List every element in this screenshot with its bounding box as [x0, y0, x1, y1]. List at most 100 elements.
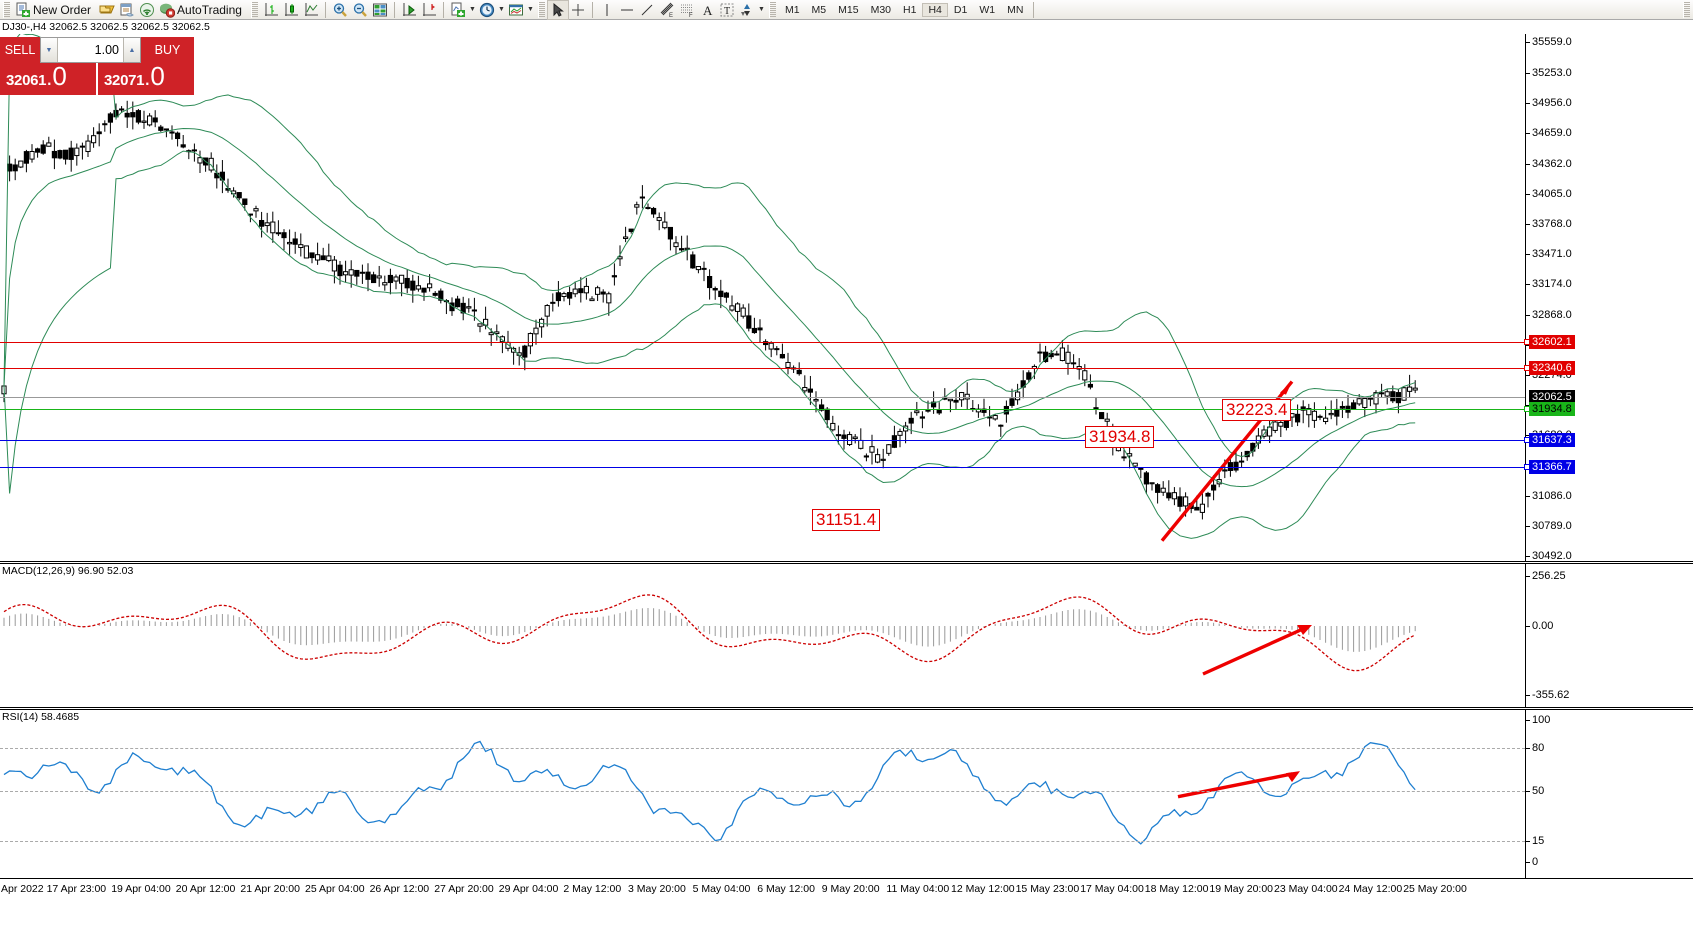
price-level-line[interactable] — [0, 467, 1525, 469]
horizontal-line-tool-button[interactable] — [617, 1, 637, 19]
period-dropdown[interactable]: ▼ — [497, 6, 505, 13]
candlestick-chart-button[interactable] — [281, 1, 301, 19]
volume-value[interactable]: 1.00 — [94, 43, 119, 57]
price-level-badge[interactable]: 31637.3 — [1529, 432, 1575, 447]
arrows-dropdown[interactable]: ▼ — [757, 6, 765, 13]
trendline-tool-button[interactable] — [637, 1, 657, 19]
cursor-tool-button[interactable] — [546, 0, 569, 20]
timeframe-m15[interactable]: M15 — [838, 3, 859, 16]
candle — [135, 108, 142, 125]
macd-plot-area[interactable] — [0, 564, 1525, 707]
bar-chart-button[interactable] — [261, 1, 281, 19]
add-indicator-button[interactable] — [448, 1, 468, 19]
price-annotation[interactable]: 31151.4 — [812, 509, 881, 531]
candle — [1020, 370, 1026, 399]
macd-trendline[interactable] — [1202, 626, 1306, 676]
period-button[interactable] — [477, 1, 497, 19]
toolbar-grip-3[interactable] — [537, 1, 545, 18]
rsi-trendline[interactable] — [1177, 772, 1293, 799]
timeframe-w1[interactable]: W1 — [979, 3, 996, 16]
line-chart-button[interactable] — [301, 1, 321, 19]
price-level-badge[interactable]: 32602.1 — [1529, 334, 1575, 349]
price-axis[interactable]: 35559.0 35253.0 34956.0 34659.0 34362.0 34065… — [1524, 34, 1693, 562]
rsi-plot-area[interactable] — [0, 710, 1525, 878]
price-annotation[interactable]: 32223.4 — [1222, 399, 1292, 421]
sell-price[interactable]: 32061 . 0 — [0, 63, 96, 95]
text-tool-button[interactable]: A — [697, 1, 717, 19]
candle — [281, 229, 287, 251]
rsi-pane[interactable]: RSI(14) 58.4685 100 80 50 15 0 — [0, 709, 1693, 879]
candle — [499, 335, 505, 354]
price-level-badge[interactable]: 31366.7 — [1529, 460, 1575, 475]
timeframe-d1[interactable]: D1 — [953, 3, 968, 16]
candle — [555, 281, 561, 307]
one-click-trading-panel[interactable]: SELL ▼ 1.00 ▲ BUY 32061 . 0 32071 . 0 — [0, 37, 194, 95]
text-label-tool-button[interactable]: T — [717, 1, 737, 19]
candle — [1323, 406, 1329, 425]
price-level-handle[interactable] — [1524, 406, 1530, 413]
data-window-button[interactable] — [370, 1, 390, 19]
timeframe-h4[interactable]: H4 — [922, 2, 948, 17]
volume-decrease-button[interactable]: ▼ — [41, 38, 58, 62]
volume-stepper[interactable]: ▼ 1.00 ▲ — [40, 37, 141, 63]
template-dropdown[interactable]: ▼ — [526, 6, 534, 13]
price-level-handle[interactable] — [1524, 338, 1530, 345]
arrows-tool-button[interactable] — [737, 1, 757, 19]
time-axis[interactable]: Apr 2022 17 Apr 23:00 19 Apr 04:00 20 Apr 1… — [0, 881, 1525, 898]
price-level-line[interactable] — [0, 439, 1525, 441]
price-level-handle[interactable] — [1524, 464, 1530, 471]
crosshair-tool-button[interactable] — [568, 1, 588, 19]
fibonacci-tool-button[interactable]: F — [677, 1, 697, 19]
price-level-handle[interactable] — [1524, 436, 1530, 443]
price-level-badge[interactable]: 32340.6 — [1529, 361, 1575, 376]
price-level-line[interactable] — [0, 368, 1525, 370]
price-level-handle[interactable] — [1524, 365, 1530, 372]
zoom-in-button[interactable] — [330, 1, 350, 19]
macd-pane[interactable]: MACD(12,26,9) 96.90 52.03 256.25 0.00 -355… — [0, 563, 1693, 708]
price-level-badge[interactable]: 31934.8 — [1529, 402, 1575, 417]
timeframe-m30[interactable]: M30 — [870, 3, 892, 16]
time-axis-label: 11 May 04:00 — [886, 883, 950, 895]
price-level-badge[interactable]: 32062.5 — [1529, 389, 1575, 404]
terminal-button[interactable] — [117, 1, 137, 19]
price-level-line[interactable] — [0, 409, 1525, 411]
rsi-tick-label: 100 — [1532, 714, 1551, 726]
toolbar-grip-1[interactable] — [3, 1, 10, 18]
vertical-line-tool-button[interactable] — [597, 1, 617, 19]
template-button[interactable] — [506, 1, 526, 19]
new-order-button[interactable]: New Order — [13, 1, 97, 19]
price-tick — [1526, 525, 1530, 527]
equidistant-channel-tool-button[interactable]: E — [657, 1, 677, 19]
rsi-series-svg — [3, 740, 1416, 845]
sell-button[interactable]: SELL — [0, 37, 40, 63]
timeframe-h1[interactable]: H1 — [903, 3, 917, 16]
candle — [376, 265, 382, 287]
zoom-out-button[interactable] — [350, 1, 370, 19]
price-level-line[interactable] — [0, 396, 1525, 398]
price-level-line[interactable] — [0, 341, 1525, 343]
candle — [253, 205, 259, 218]
time-axis-label: 23 May 04:00 — [1274, 883, 1338, 895]
timeframe-mn[interactable]: MN — [1007, 3, 1024, 16]
chart-shift-button[interactable] — [419, 1, 439, 19]
timeframe-m1[interactable]: M1 — [784, 3, 800, 16]
auto-scroll-button[interactable] — [399, 1, 419, 19]
add-indicator-dropdown[interactable]: ▼ — [468, 6, 476, 13]
buy-price[interactable]: 32071 . 0 — [98, 63, 194, 95]
autotrading-button[interactable]: AutoTrading — [157, 1, 248, 19]
toolbar-grip-4[interactable] — [768, 1, 776, 18]
candle — [107, 112, 114, 134]
volume-increase-button[interactable]: ▲ — [123, 38, 140, 62]
toolbar-grip-2[interactable] — [250, 1, 258, 18]
toolbar-grip-5[interactable] — [1683, 1, 1690, 18]
candle — [214, 164, 220, 189]
bollinger-outer-band — [3, 150, 1416, 539]
timeframe-m5[interactable]: M5 — [811, 3, 827, 16]
price-annotation[interactable]: 31934.8 — [1085, 426, 1155, 448]
signals-button[interactable] — [137, 1, 157, 19]
expert-advisors-button[interactable] — [97, 1, 117, 19]
buy-button[interactable]: BUY — [141, 37, 194, 63]
